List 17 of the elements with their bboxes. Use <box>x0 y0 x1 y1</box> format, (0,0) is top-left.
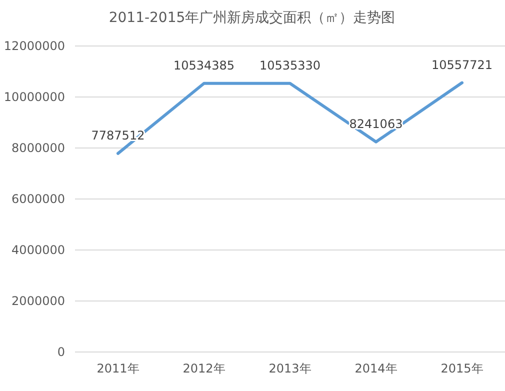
x-tick-label: 2013年 <box>268 362 312 376</box>
data-label: 10534385 <box>173 58 235 72</box>
x-tick-label: 2011年 <box>96 362 140 376</box>
y-tick-label: 4000000 <box>12 242 65 257</box>
data-label: 10535330 <box>259 58 321 72</box>
y-tick-label: 0 <box>57 344 65 359</box>
x-tick-label: 2012年 <box>182 362 226 376</box>
y-tick-label: 2000000 <box>12 294 65 308</box>
data-label: 10557721 <box>431 58 493 72</box>
chart-title: 2011-2015年广州新房成交面积（㎡）走势图 <box>108 10 396 26</box>
data-label: 8241063 <box>349 116 403 131</box>
y-tick-label: 8000000 <box>12 140 65 155</box>
x-tick-label: 2014年 <box>354 362 398 376</box>
y-tick-label: 10000000 <box>4 90 65 104</box>
y-tick-label: 12000000 <box>4 38 65 53</box>
x-tick-label: 2015年 <box>440 362 484 376</box>
y-tick-label: 6000000 <box>12 192 65 206</box>
